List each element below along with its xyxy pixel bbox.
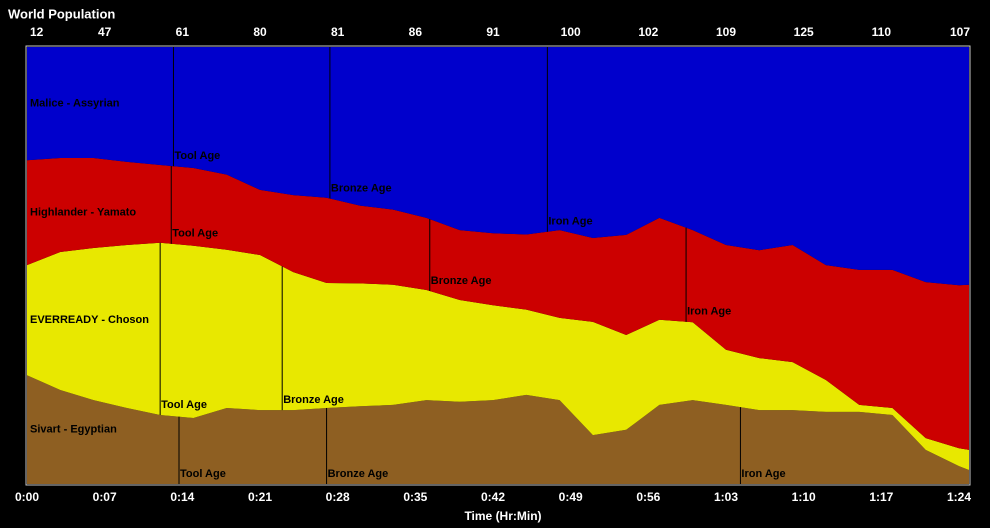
population-label: 80	[253, 25, 267, 39]
population-label: 81	[331, 25, 345, 39]
age-marker-label: Tool Age	[174, 150, 220, 162]
x-tick-label: 0:21	[248, 490, 272, 504]
area-1	[27, 242, 969, 470]
population-label: 110	[872, 25, 892, 39]
chart-title: World Population	[8, 6, 115, 21]
age-marker-label: Tool Age	[180, 468, 226, 480]
x-tick-label: 0:00	[15, 490, 39, 504]
plot-area: Sivart - Egyptian Tool Age Bronze Age Iron …	[27, 47, 969, 484]
x-tick-label: 0:28	[326, 490, 350, 504]
plot-frame	[25, 45, 971, 486]
x-tick-label: 1:24	[947, 490, 971, 504]
x-tick-label: 0:07	[93, 490, 117, 504]
age-marker-label: Iron Age	[548, 216, 592, 228]
population-label: 125	[794, 25, 814, 39]
series-label: Malice - Assyrian	[30, 97, 120, 109]
x-tick-label: 1:10	[792, 490, 816, 504]
x-tick-label: 0:35	[403, 490, 427, 504]
age-marker-label: Tool Age	[161, 399, 207, 411]
age-marker-label: Bronze Age	[431, 275, 492, 287]
population-label: 12	[30, 25, 44, 39]
x-tick-label: 0:14	[170, 490, 194, 504]
population-label: 107	[950, 25, 970, 39]
series-label: Sivart - Egyptian	[30, 423, 117, 435]
population-label: 47	[98, 25, 112, 39]
population-label: 100	[561, 25, 581, 39]
series-label: Highlander - Yamato	[30, 207, 136, 219]
age-marker-label: Iron Age	[687, 306, 731, 318]
x-tick-label: 0:42	[481, 490, 505, 504]
x-tick-label: 0:49	[559, 490, 583, 504]
x-axis-label: Time (Hr:Min)	[464, 509, 541, 523]
age-marker-label: Tool Age	[172, 228, 218, 240]
area-3	[27, 47, 969, 286]
x-tick-label: 0:56	[636, 490, 660, 504]
x-tick-label: 1:17	[869, 490, 893, 504]
area-0	[27, 375, 969, 484]
population-label: 86	[409, 25, 423, 39]
series-label: EVERREADY - Choson	[30, 314, 149, 326]
population-label: 102	[638, 25, 658, 39]
x-tick-label: 1:03	[714, 490, 738, 504]
population-label: 109	[716, 25, 736, 39]
age-marker-label: Bronze Age	[328, 468, 389, 480]
population-label: 91	[486, 25, 500, 39]
area-2	[27, 158, 969, 450]
age-marker-label: Iron Age	[741, 468, 785, 480]
population-label: 61	[176, 25, 190, 39]
age-marker-label: Bronze Age	[331, 182, 392, 194]
age-marker-label: Bronze Age	[283, 394, 344, 406]
